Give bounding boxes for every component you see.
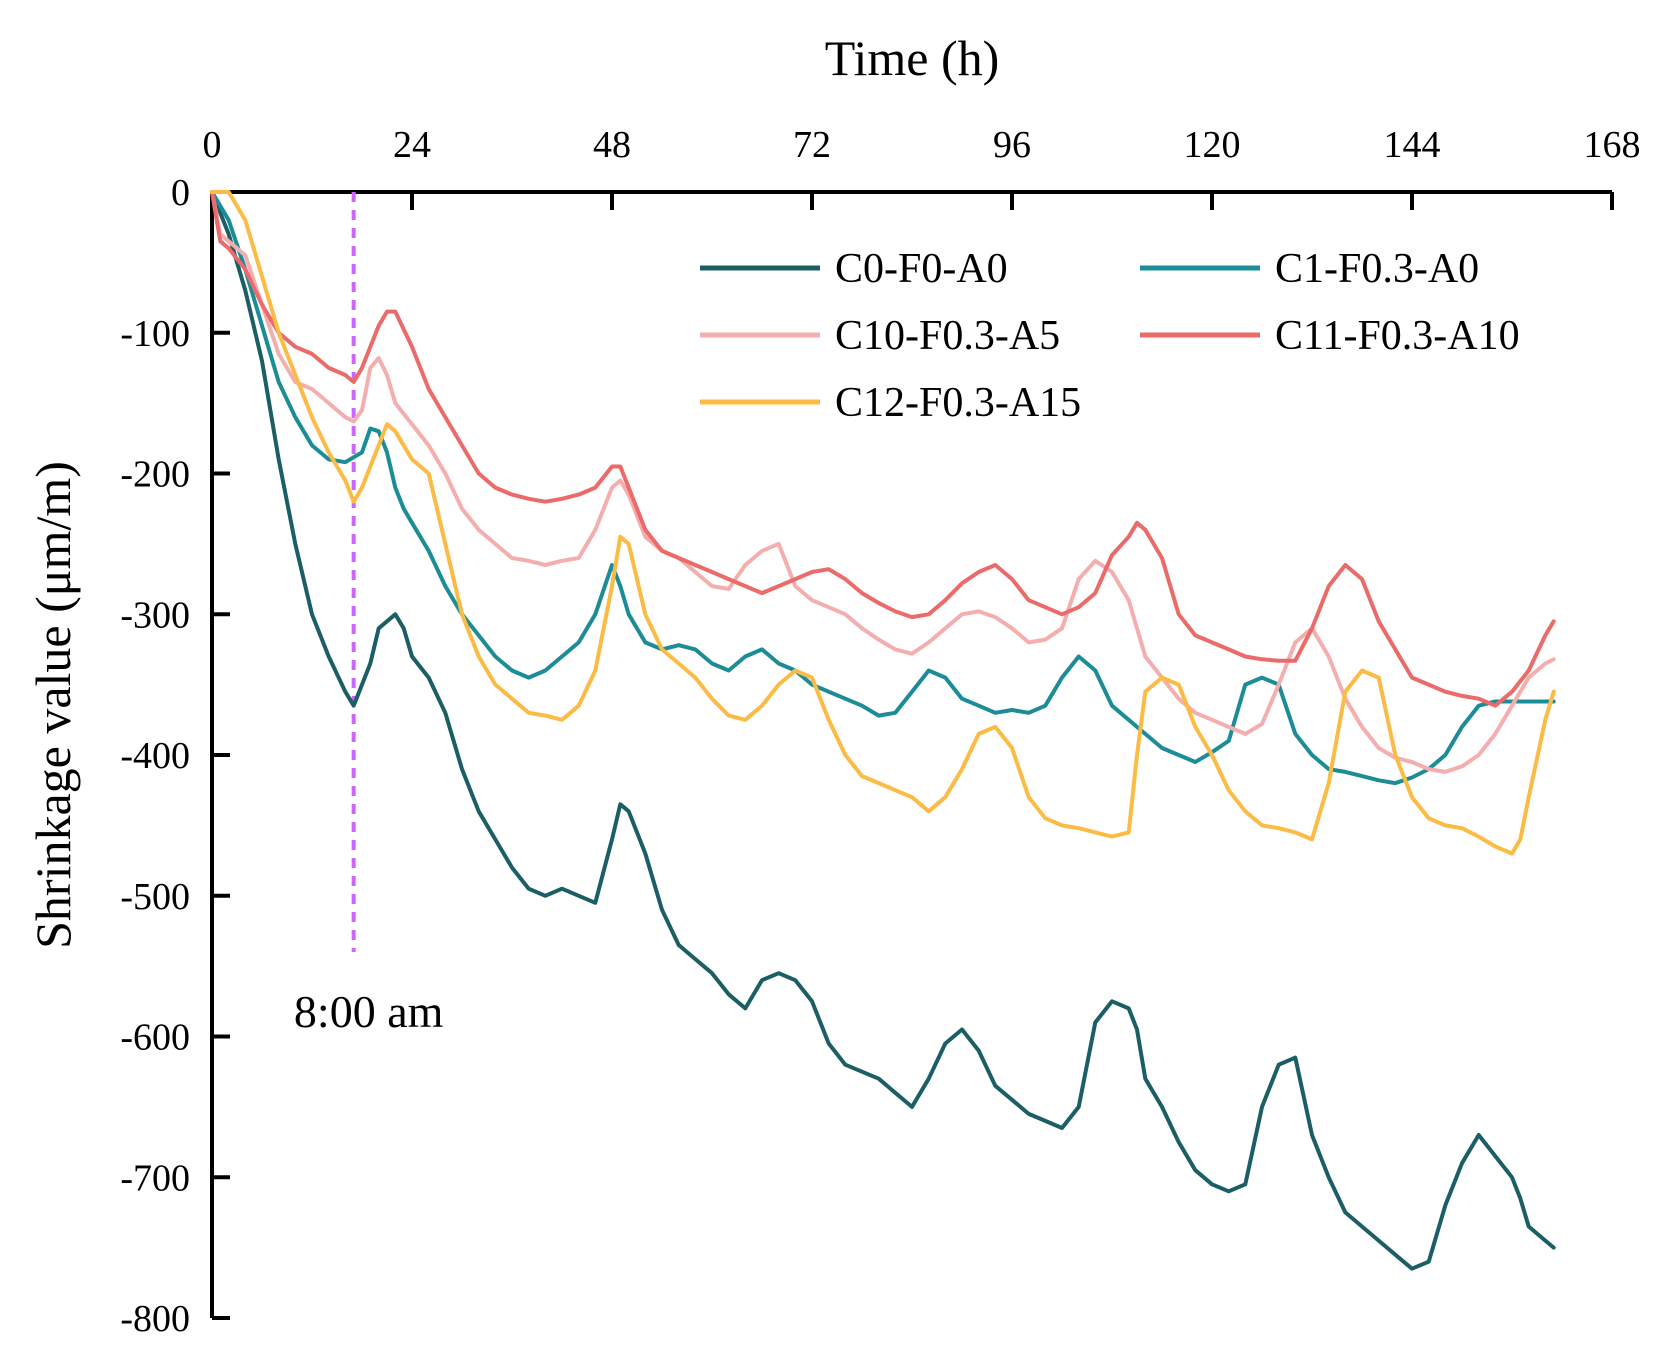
annotation-label: 8:00 am bbox=[294, 986, 444, 1037]
legend-label: C0-F0-A0 bbox=[835, 246, 1008, 292]
x-axis-title: Time (h) bbox=[825, 30, 1000, 86]
series-line-3 bbox=[210, 190, 1556, 774]
legend-label: C12-F0.3-A15 bbox=[835, 380, 1081, 426]
x-tick-label: 120 bbox=[1184, 124, 1241, 166]
x-tick-label: 48 bbox=[593, 124, 631, 166]
x-tick-label: 144 bbox=[1384, 124, 1441, 166]
y-tick-label: -400 bbox=[120, 735, 190, 777]
legend: C0-F0-A0 C1-F0.3-A0 C10-F0.3-A5 C11-F0.3-A1… bbox=[700, 246, 1520, 426]
series-line-4 bbox=[210, 190, 1556, 708]
y-tick-label: -300 bbox=[120, 594, 190, 636]
y-tick-label: -100 bbox=[120, 313, 190, 355]
legend-label: C10-F0.3-A5 bbox=[835, 313, 1060, 359]
series-line-1 bbox=[210, 190, 1556, 1271]
series-layer bbox=[210, 190, 1556, 1271]
x-tick-label: 168 bbox=[1584, 124, 1641, 166]
y-tick-label: 0 bbox=[171, 172, 190, 214]
y-tick-label: -700 bbox=[120, 1157, 190, 1199]
y-tick-label: -500 bbox=[120, 876, 190, 918]
axes: 0 24 48 72 96 120 144 168 0 -100 -200 -300 -400 -500 -… bbox=[120, 124, 1640, 1340]
y-tick-label: -800 bbox=[120, 1298, 190, 1340]
y-tick-label: -200 bbox=[120, 454, 190, 496]
annotation-layer: 8:00 am bbox=[294, 192, 444, 1037]
series-line-5 bbox=[210, 190, 1556, 856]
x-tick-label: 0 bbox=[203, 124, 222, 166]
x-tick-label: 24 bbox=[393, 124, 431, 166]
y-axis-title: Shrinkage value (μm/m) bbox=[25, 461, 81, 949]
x-tick-label: 96 bbox=[993, 124, 1031, 166]
legend-label: C11-F0.3-A10 bbox=[1275, 313, 1520, 359]
legend-label: C1-F0.3-A0 bbox=[1275, 246, 1479, 292]
series-line-2 bbox=[210, 190, 1556, 786]
x-tick-label: 72 bbox=[793, 124, 831, 166]
y-tick-label: -600 bbox=[120, 1017, 190, 1059]
